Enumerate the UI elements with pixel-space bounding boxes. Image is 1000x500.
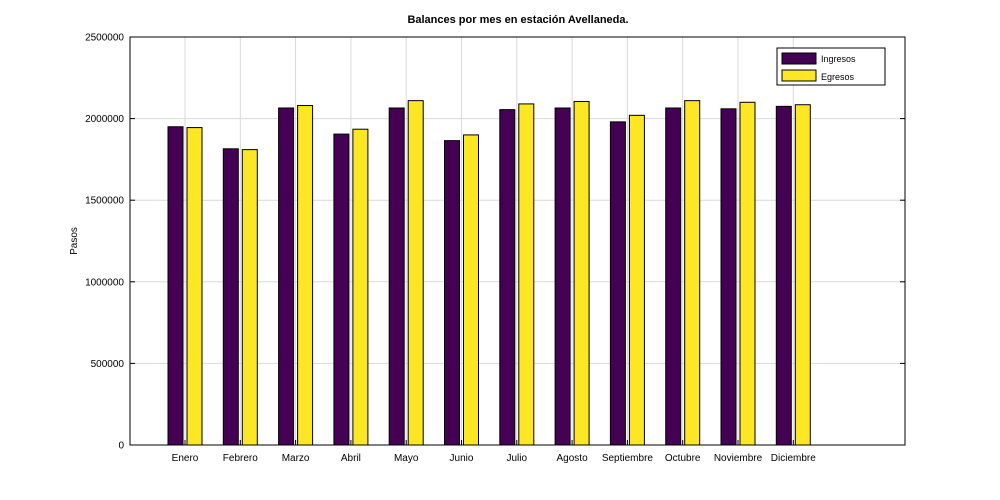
x-tick-labels: Enero Febrero Marzo Abril Mayo Junio Julio Agos… — [172, 440, 816, 464]
legend-swatch-egresos — [781, 69, 817, 82]
x-tick-label: Julio — [507, 453, 528, 464]
y-tick-label: 2500000 — [85, 33, 124, 44]
bar-egresos-enero — [186, 127, 203, 446]
legend-label-egresos: Egresos — [821, 72, 855, 82]
bar-egresos-septiembre — [628, 114, 645, 446]
x-tick-label: Diciembre — [771, 453, 816, 464]
x-tick-label: Octubre — [665, 453, 701, 464]
bar-egresos-mayo — [407, 100, 424, 446]
bar-egresos-febrero — [241, 149, 258, 446]
bar-egresos-agosto — [573, 100, 590, 446]
bar-egresos-julio — [518, 103, 535, 446]
x-tick-label: Marzo — [282, 453, 310, 464]
bar-ingresos-marzo — [278, 107, 295, 446]
grid-lines — [130, 37, 905, 445]
bar-ingresos-mayo — [388, 107, 405, 446]
bar-egresos-octubre — [684, 100, 701, 446]
plot-frame — [129, 36, 906, 446]
bar-egresos-marzo — [297, 105, 314, 446]
chart-title: Balances por mes en estación Avellaneda. — [407, 14, 628, 26]
y-tick-labels: 0 500000 1000000 1500000 2000000 2500000 — [85, 33, 905, 452]
y-axis-label: Pasos — [69, 227, 80, 255]
x-tick-label: Febrero — [223, 453, 258, 464]
bar-ingresos-julio — [499, 109, 516, 446]
x-tick-label: Noviembre — [714, 453, 763, 464]
bar-egresos-junio — [463, 134, 479, 446]
x-tick-label: Septiembre — [602, 453, 654, 464]
x-tick-label: Junio — [450, 453, 474, 464]
bar-ingresos-diciembre — [775, 105, 792, 446]
legend: Ingresos Egresos — [776, 47, 886, 86]
bar-egresos-noviembre — [739, 101, 756, 446]
y-tick-label: 0 — [118, 441, 124, 452]
bar-ingresos-noviembre — [720, 108, 737, 446]
bar-egresos-diciembre — [794, 104, 811, 446]
x-tick-label: Agosto — [557, 453, 589, 464]
bar-ingresos-enero — [167, 126, 184, 446]
bar-ingresos-octubre — [665, 107, 682, 446]
bars-group — [167, 100, 811, 446]
bar-ingresos-agosto — [554, 107, 571, 446]
x-tick-label: Enero — [172, 453, 199, 464]
y-tick-label: 1000000 — [85, 277, 124, 288]
bar-ingresos-junio — [444, 140, 460, 446]
x-tick-label: Abril — [341, 453, 361, 464]
y-tick-label: 2000000 — [85, 114, 124, 125]
y-tick-label: 1500000 — [85, 196, 124, 207]
bar-ingresos-febrero — [222, 148, 239, 446]
legend-swatch-ingresos — [781, 52, 817, 65]
legend-label-ingresos: Ingresos — [821, 54, 856, 64]
bar-egresos-abril — [352, 128, 369, 446]
x-tick-label: Mayo — [394, 453, 419, 464]
bar-ingresos-abril — [333, 133, 350, 446]
y-tick-label: 500000 — [91, 359, 125, 370]
bar-ingresos-septiembre — [609, 121, 626, 446]
